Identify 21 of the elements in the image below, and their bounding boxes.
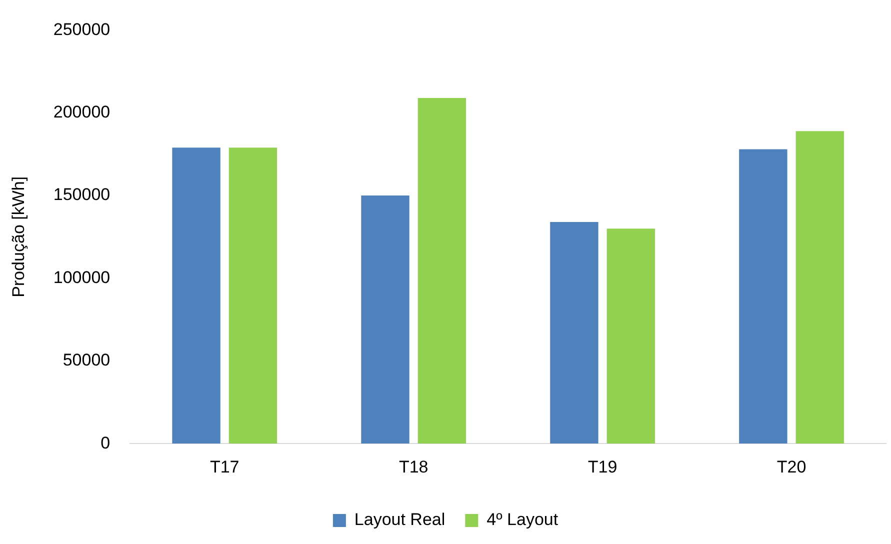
bar: [550, 222, 598, 444]
bar: [228, 148, 278, 444]
y-tick-label: 100000: [53, 268, 110, 287]
x-tick-label: T17: [210, 457, 240, 476]
bar: [796, 131, 844, 444]
bar: [739, 149, 788, 444]
bar: [606, 228, 655, 444]
legend-label: Layout Real: [354, 510, 446, 530]
y-tick-label: 0: [100, 433, 110, 452]
x-tick-label: T18: [398, 457, 428, 476]
y-tick-label: 200000: [53, 102, 110, 122]
y-axis-title: Produção [kWh]: [8, 176, 28, 298]
bar: [418, 98, 466, 444]
y-tick-label: 150000: [53, 185, 110, 204]
y-tick-label: 50000: [62, 350, 110, 370]
x-tick-label: T20: [776, 457, 806, 476]
legend-label: 4º Layout: [486, 510, 558, 530]
bar: [361, 196, 410, 444]
y-tick-label: 250000: [53, 20, 110, 39]
bar: [172, 148, 220, 444]
x-tick-label: T19: [588, 457, 618, 476]
